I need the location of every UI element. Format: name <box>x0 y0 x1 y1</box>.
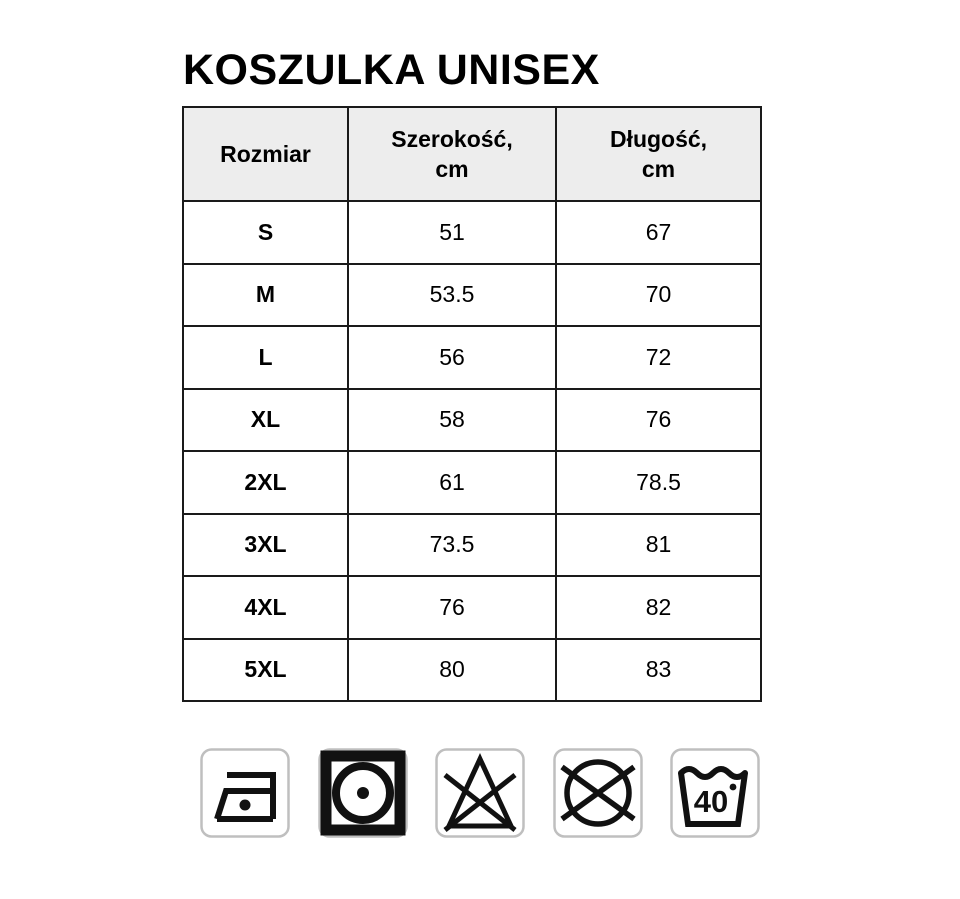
cell-width: 61 <box>347 450 557 515</box>
cell-width: 56 <box>347 325 557 390</box>
care-symbols-row: 40 <box>199 746 761 858</box>
cell-width: 80 <box>347 637 557 702</box>
table-row: 4XL 76 82 <box>182 575 762 640</box>
column-header-length-unit: cm <box>641 156 676 182</box>
cell-size: 2XL <box>182 450 349 515</box>
cell-length: 81 <box>555 512 762 577</box>
table-row: L 56 72 <box>182 325 762 390</box>
page-title: KOSZULKA UNISEX <box>183 46 600 94</box>
iron-low-heat-icon <box>200 748 290 838</box>
cell-width: 73.5 <box>347 512 557 577</box>
cell-length: 78.5 <box>555 450 762 515</box>
cell-size: S <box>182 200 349 265</box>
column-header-width: Szerokość, cm <box>347 106 557 202</box>
cell-width: 76 <box>347 575 557 640</box>
table-row: 3XL 73.5 81 <box>182 512 762 577</box>
cell-length: 82 <box>555 575 762 640</box>
cell-size: 4XL <box>182 575 349 640</box>
column-header-size: Rozmiar <box>182 106 349 202</box>
cell-length: 76 <box>555 387 762 452</box>
table-row: 2XL 61 78.5 <box>182 450 762 515</box>
table-row: M 53.5 70 <box>182 262 762 327</box>
column-header-length: Długość, cm <box>555 106 762 202</box>
column-header-width-unit: cm <box>435 156 469 182</box>
column-header-width-label: Szerokość, <box>391 126 513 152</box>
cell-width: 53.5 <box>347 262 557 327</box>
cell-length: 67 <box>555 200 762 265</box>
wash-temperature-label: 40 <box>694 784 728 819</box>
table-row: 5XL 80 83 <box>182 637 762 702</box>
cell-size: L <box>182 325 349 390</box>
size-chart: Rozmiar Szerokość, cm Długość, cm S 51 6… <box>182 106 762 702</box>
cell-length: 83 <box>555 637 762 702</box>
cell-size: XL <box>182 387 349 452</box>
size-table: Rozmiar Szerokość, cm Długość, cm S 51 6… <box>182 106 762 702</box>
cell-length: 70 <box>555 262 762 327</box>
cell-size: 5XL <box>182 637 349 702</box>
table-body: S 51 67 M 53.5 70 L 56 72 XL 58 76 2XL 6 <box>182 200 762 702</box>
table-header-row: Rozmiar Szerokość, cm Długość, cm <box>182 106 762 202</box>
tumble-dry-low-icon <box>317 748 408 838</box>
cell-length: 72 <box>555 325 762 390</box>
do-not-dry-clean-icon <box>552 748 643 838</box>
do-not-bleach-icon <box>435 748 525 838</box>
table-row: S 51 67 <box>182 200 762 265</box>
cell-size: 3XL <box>182 512 349 577</box>
cell-width: 58 <box>347 387 557 452</box>
cell-width: 51 <box>347 200 557 265</box>
table-header: Rozmiar Szerokość, cm Długość, cm <box>182 106 762 202</box>
wash-40-degrees-icon: 40 <box>670 748 760 838</box>
column-header-length-label: Długość, <box>609 126 708 152</box>
table-row: XL 58 76 <box>182 387 762 452</box>
cell-size: M <box>182 262 349 327</box>
column-header-size-label: Rozmiar <box>220 141 311 167</box>
